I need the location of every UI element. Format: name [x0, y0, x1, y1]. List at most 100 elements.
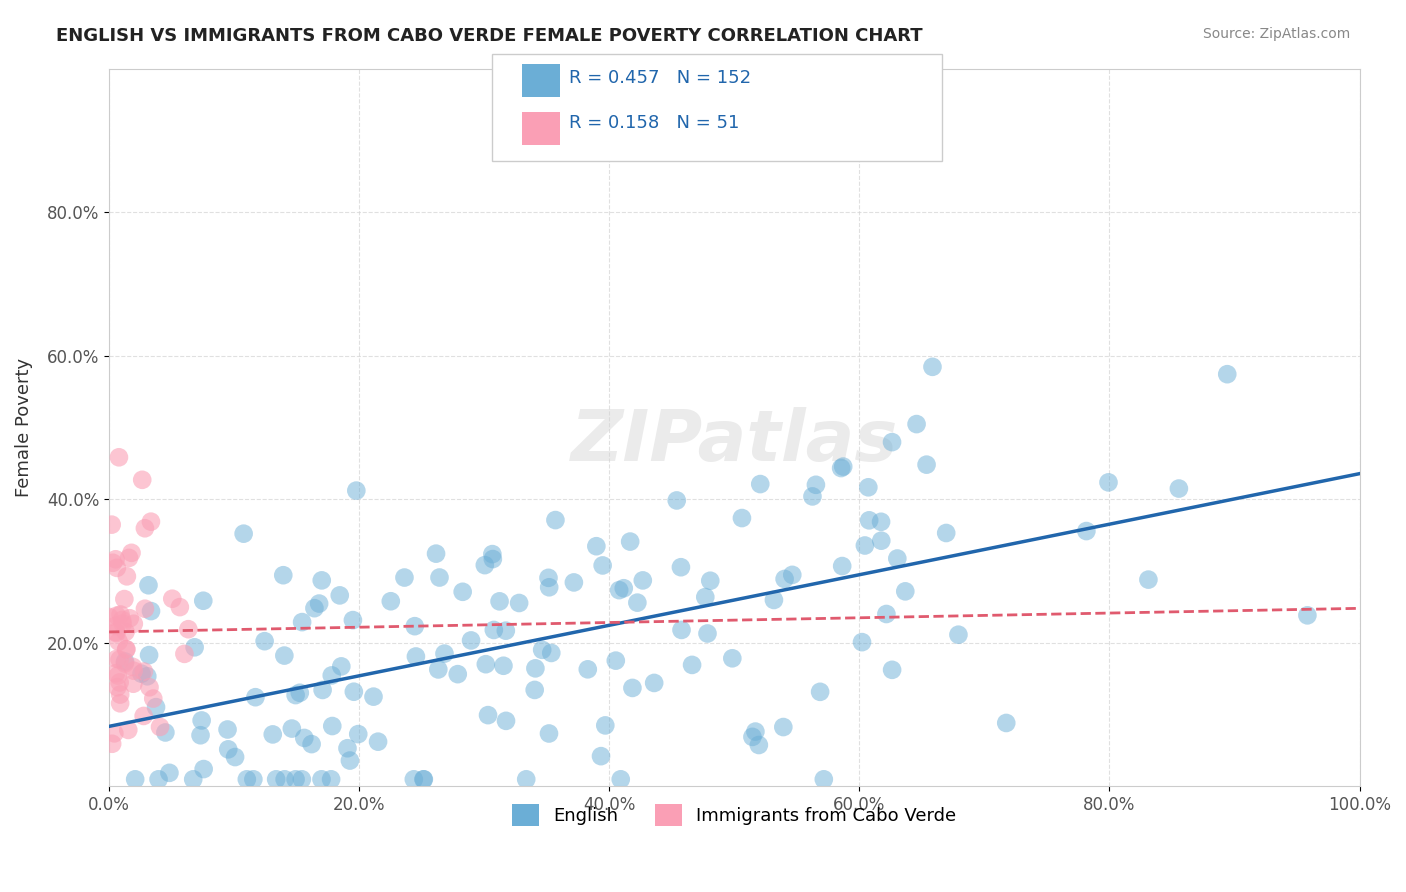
Point [538, 580, 561, 594]
Point [236, 772, 259, 787]
Point [744, 724, 766, 739]
Point [870, 515, 893, 529]
Point [808, 685, 831, 699]
Point [253, 634, 276, 648]
Point [115, 642, 138, 657]
Point [273, 648, 295, 663]
Point [190, 728, 212, 742]
Point [380, 594, 402, 608]
Point [475, 657, 498, 672]
Point [412, 772, 434, 787]
Point [531, 643, 554, 657]
Point [576, 662, 599, 676]
Point [665, 493, 688, 508]
Point [858, 480, 880, 494]
Point [139, 604, 162, 618]
Point [748, 738, 770, 752]
Point [404, 619, 426, 633]
Text: ENGLISH VS IMMIGRANTS FROM CABO VERDE FEMALE POVERTY CORRELATION CHART: ENGLISH VS IMMIGRANTS FROM CABO VERDE FE… [56, 27, 922, 45]
Point [813, 772, 835, 787]
Point [995, 716, 1018, 731]
Point [425, 547, 447, 561]
Point [447, 667, 470, 681]
Point [131, 666, 153, 681]
Point [117, 723, 139, 737]
Point [482, 552, 505, 566]
Point [114, 655, 136, 669]
Point [138, 578, 160, 592]
Point [139, 515, 162, 529]
Point [291, 772, 314, 787]
Point [112, 592, 135, 607]
Point [162, 591, 184, 606]
Point [772, 720, 794, 734]
Point [1167, 482, 1189, 496]
Point [523, 682, 546, 697]
Point [124, 772, 146, 787]
Text: R = 0.158   N = 51: R = 0.158 N = 51 [569, 114, 740, 132]
Point [311, 682, 333, 697]
Point [880, 435, 903, 450]
Point [311, 574, 333, 588]
Point [402, 772, 425, 787]
Point [148, 772, 170, 787]
Point [870, 533, 893, 548]
Point [104, 624, 127, 639]
Point [330, 659, 353, 673]
Point [619, 534, 641, 549]
Point [367, 734, 389, 748]
Point [308, 597, 330, 611]
Point [107, 668, 129, 682]
Point [273, 772, 295, 787]
Point [104, 552, 127, 566]
Point [177, 622, 200, 636]
Point [495, 714, 517, 728]
Point [696, 626, 718, 640]
Point [155, 725, 177, 739]
Point [699, 574, 721, 588]
Point [482, 623, 505, 637]
Point [875, 607, 897, 621]
Point [114, 624, 136, 639]
Point [284, 772, 307, 787]
Point [762, 593, 785, 607]
Point [105, 652, 128, 666]
Point [262, 727, 284, 741]
Point [104, 666, 127, 681]
Point [592, 558, 614, 573]
Point [540, 646, 562, 660]
Point [288, 686, 311, 700]
Point [474, 558, 496, 573]
Point [880, 663, 903, 677]
Point [831, 559, 853, 574]
Point [329, 588, 352, 602]
Point [1097, 475, 1119, 490]
Point [107, 634, 129, 648]
Point [537, 571, 560, 585]
Point [264, 772, 287, 787]
Point [104, 619, 127, 633]
Point [101, 556, 124, 570]
Point [595, 718, 617, 732]
Point [138, 648, 160, 662]
Point [131, 473, 153, 487]
Point [621, 681, 644, 695]
Point [321, 719, 343, 733]
Point [98, 610, 121, 624]
Point [643, 676, 665, 690]
Point [103, 726, 125, 740]
Point [193, 593, 215, 607]
Point [224, 750, 246, 764]
Point [301, 737, 323, 751]
Point [626, 596, 648, 610]
Point [183, 640, 205, 655]
Point [108, 652, 131, 666]
Point [281, 722, 304, 736]
Point [433, 647, 456, 661]
Point [111, 616, 134, 631]
Point [118, 550, 141, 565]
Point [114, 657, 136, 671]
Point [108, 450, 131, 465]
Point [122, 616, 145, 631]
Point [311, 772, 333, 787]
